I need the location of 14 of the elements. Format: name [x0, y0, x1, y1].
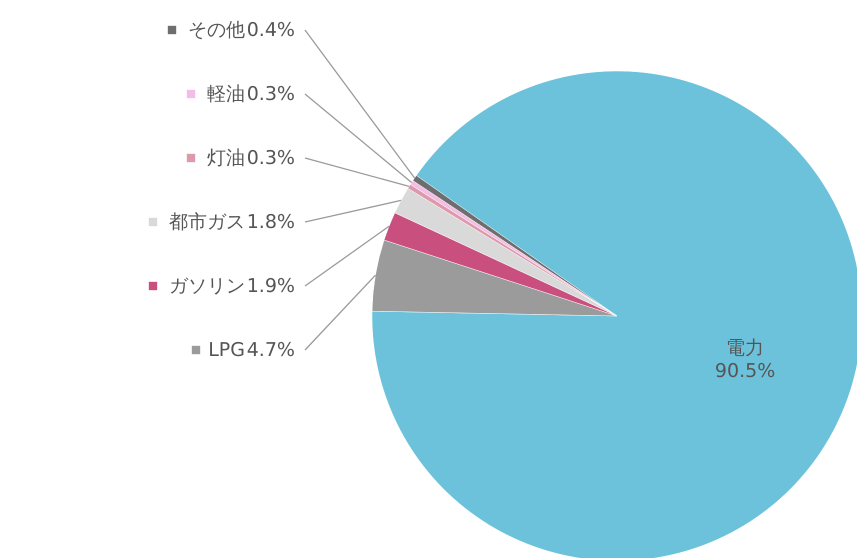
- data-label: 0.3%: [246, 83, 295, 105]
- data-label: 1.9%: [246, 275, 295, 297]
- data-label: 0.4%: [246, 19, 295, 41]
- legend-label: 都市ガス: [169, 211, 245, 233]
- legend-label: LPG: [208, 339, 245, 361]
- legend-label: ガソリン: [169, 275, 245, 297]
- legend-label: その他: [188, 19, 245, 41]
- data-label: 1.8%: [246, 211, 295, 233]
- data-label: 90.5%: [714, 360, 776, 382]
- slice-label: 電力: [726, 336, 764, 359]
- data-label: 4.7%: [246, 339, 295, 361]
- legend-label: 灯油: [207, 147, 245, 169]
- data-label: 0.3%: [246, 147, 295, 169]
- legend-label: 軽油: [207, 83, 245, 105]
